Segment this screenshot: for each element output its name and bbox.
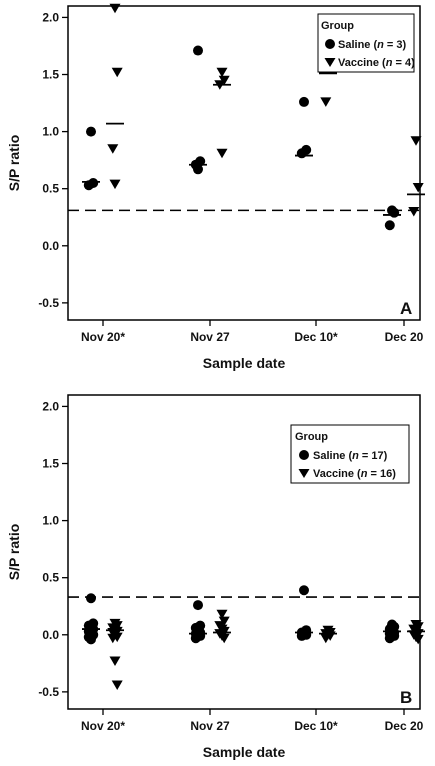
x-tick-label: Dec 10* xyxy=(294,330,338,344)
y-axis: -0.5 0.0 0.5 1.0 1.5 2.0 xyxy=(38,10,68,310)
y-axis-title: S/P ratio xyxy=(6,135,22,192)
x-axis-title: Sample date xyxy=(203,355,286,371)
y-tick-label: 1.5 xyxy=(42,457,59,471)
legend: Group Saline (n = 17) Vaccine (n = 16) xyxy=(290,424,410,484)
legend-title: Group xyxy=(295,431,328,443)
legend-label-saline: Saline (n = 17) xyxy=(313,450,388,462)
data-point-vaccine xyxy=(218,633,230,644)
data-point-saline xyxy=(299,585,309,596)
data-point-vaccine xyxy=(216,148,228,159)
y-tick-label: 1.5 xyxy=(42,68,59,82)
y-tick-label: 2.0 xyxy=(42,10,59,24)
data-point-vaccine xyxy=(320,633,332,644)
data-point-saline xyxy=(190,633,201,644)
x-tick-label: Dec 20 xyxy=(385,719,424,733)
data-point-vaccine xyxy=(109,656,121,667)
legend-label-saline: Saline (n = 3) xyxy=(338,39,407,51)
legend-triangle-icon xyxy=(324,58,336,67)
data-point-vaccine xyxy=(107,144,119,154)
data-point-saline xyxy=(389,207,400,218)
data-points xyxy=(82,585,425,691)
y-tick-label: 1.0 xyxy=(42,514,59,528)
data-point-saline xyxy=(299,96,309,107)
panel-label: B xyxy=(400,688,412,707)
data-point-vaccine xyxy=(214,80,226,90)
data-point-vaccine xyxy=(109,3,121,14)
y-tick-label: -0.5 xyxy=(38,296,59,310)
data-point-vaccine xyxy=(410,136,422,146)
y-tick-label: 2.0 xyxy=(42,399,59,413)
data-point-saline xyxy=(193,600,203,611)
y-tick-label: 0.5 xyxy=(42,571,59,585)
x-axis: Nov 20* Nov 27 Dec 10* Dec 20 xyxy=(81,320,424,344)
panel-a: -0.5 0.0 0.5 1.0 1.5 2.0 Nov 20* Nov 27 Dec 10*… xyxy=(6,3,425,371)
data-point-saline xyxy=(384,220,395,231)
legend-label-vaccine: Vaccine (n = 4) xyxy=(338,57,415,69)
data-point-saline xyxy=(384,633,395,644)
data-point-vaccine xyxy=(216,67,228,78)
x-tick-label: Nov 27 xyxy=(190,719,230,733)
y-tick-label: 0.5 xyxy=(42,182,59,196)
y-axis-title: S/P ratio xyxy=(6,524,22,581)
data-point-saline xyxy=(86,593,96,604)
data-point-saline xyxy=(86,634,96,645)
y-tick-label: 0.0 xyxy=(42,628,59,642)
plot-frame xyxy=(67,5,421,321)
panel-b: -0.5 0.0 0.5 1.0 1.5 2.0 Nov 20* Nov 27 Dec 10*… xyxy=(6,394,425,760)
x-tick-label: Dec 10* xyxy=(294,719,338,733)
panel-label: A xyxy=(400,299,412,318)
data-point-vaccine xyxy=(109,179,121,190)
legend-circle-icon xyxy=(325,39,335,49)
y-axis: -0.5 0.0 0.5 1.0 1.5 2.0 xyxy=(38,399,68,699)
data-point-saline xyxy=(83,180,94,191)
data-point-vaccine xyxy=(216,609,228,620)
data-point-vaccine xyxy=(408,207,420,217)
x-tick-label: Dec 20 xyxy=(385,330,424,344)
legend-triangle-icon xyxy=(298,469,310,478)
y-tick-label: 1.0 xyxy=(42,125,59,139)
x-tick-label: Nov 27 xyxy=(190,330,230,344)
legend-label-vaccine: Vaccine (n = 16) xyxy=(313,468,396,480)
legend-circle-icon xyxy=(299,450,309,460)
data-point-saline xyxy=(193,164,203,175)
x-axis: Nov 20* Nov 27 Dec 10* Dec 20 xyxy=(81,709,424,733)
data-point-vaccine xyxy=(412,634,424,645)
x-axis-title: Sample date xyxy=(203,744,286,760)
y-tick-label: 0.0 xyxy=(42,239,59,253)
legend: Group Saline (n = 3) Vaccine (n = 4) xyxy=(317,13,415,73)
y-tick-label: -0.5 xyxy=(38,685,59,699)
legend-title: Group xyxy=(321,20,354,32)
x-tick-label: Nov 20* xyxy=(81,719,125,733)
data-point-vaccine xyxy=(111,67,123,78)
data-point-saline xyxy=(86,126,96,137)
x-tick-label: Nov 20* xyxy=(81,330,125,344)
data-point-saline xyxy=(296,630,307,641)
data-point-saline xyxy=(296,148,307,159)
legend-box xyxy=(290,424,410,484)
plot-frame xyxy=(67,394,421,710)
data-point-vaccine xyxy=(320,97,332,107)
data-point-vaccine xyxy=(111,680,123,691)
data-point-vaccine xyxy=(412,183,424,193)
data-point-saline xyxy=(193,45,203,56)
data-point-vaccine xyxy=(107,633,119,644)
